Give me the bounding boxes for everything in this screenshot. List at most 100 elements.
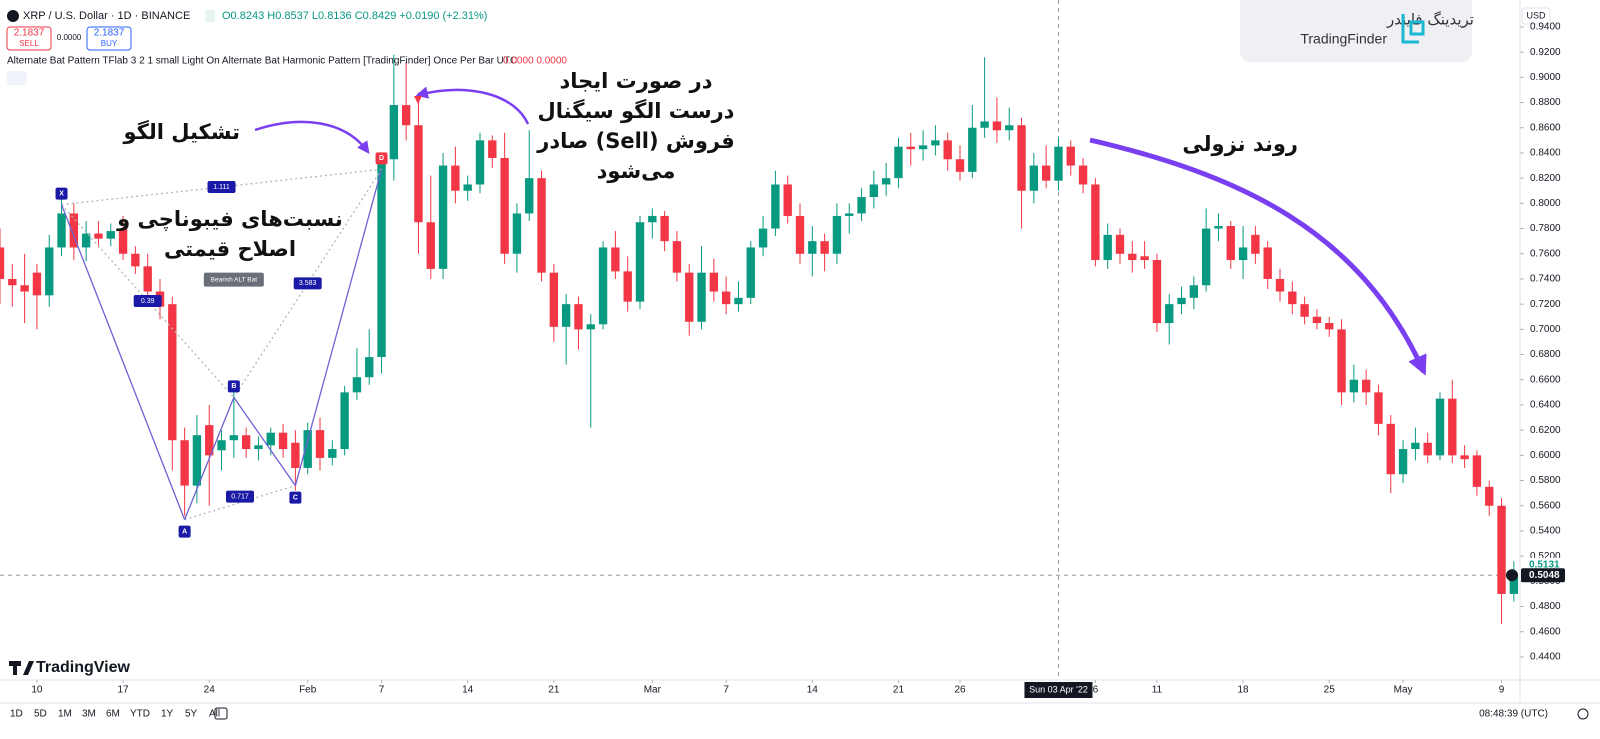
candle-body bbox=[1398, 449, 1408, 475]
ratio-box bbox=[226, 490, 254, 503]
candle-body bbox=[488, 140, 497, 158]
arrow-pattern bbox=[254, 120, 370, 155]
candle-body bbox=[1485, 486, 1494, 506]
annotation-text: نسبت‌های فیبوناچی و bbox=[116, 207, 343, 231]
range-button[interactable]: 1Y bbox=[161, 709, 174, 720]
logo-latin: TradingFinder bbox=[1300, 31, 1387, 47]
ratio-label: 0.39 bbox=[141, 298, 155, 305]
buy-button[interactable] bbox=[86, 26, 132, 51]
x-tick-label: 18 bbox=[1238, 685, 1250, 696]
x-tick-label: Feb bbox=[299, 685, 317, 696]
x-tick-label: 21 bbox=[893, 685, 905, 696]
range-button[interactable]: 5Y bbox=[185, 709, 198, 720]
y-tick-label: 0.8000 bbox=[1530, 198, 1561, 209]
candle-body bbox=[1435, 398, 1445, 456]
y-tick-label: 0.7800 bbox=[1530, 223, 1561, 234]
collapse-button[interactable] bbox=[7, 71, 27, 85]
candle-body bbox=[611, 247, 620, 272]
range-button[interactable]: 3M bbox=[82, 709, 96, 720]
candle-body bbox=[512, 213, 522, 254]
candle-body bbox=[69, 213, 79, 248]
last-price-label-box bbox=[1521, 568, 1565, 583]
candle-body bbox=[586, 324, 595, 330]
candle-body bbox=[869, 184, 879, 198]
y-tick-label: 0.6200 bbox=[1530, 425, 1561, 436]
logo-box bbox=[1240, 0, 1472, 62]
annotation-text: فروش (Sell) صادر bbox=[536, 129, 734, 153]
pattern-point-label: C bbox=[293, 494, 298, 501]
y-tick-label: 0.4600 bbox=[1530, 626, 1561, 637]
ratio-label: 0.717 bbox=[231, 493, 249, 500]
candle-body bbox=[340, 392, 349, 450]
annotation-text: اصلاح قیمتی bbox=[164, 237, 296, 261]
pattern-leg bbox=[184, 397, 235, 520]
status-icon bbox=[205, 10, 215, 22]
candle-body bbox=[0, 247, 5, 279]
candle-body bbox=[1078, 165, 1088, 185]
candle-body bbox=[1214, 226, 1223, 229]
candle-body bbox=[1386, 423, 1395, 475]
range-button[interactable]: All bbox=[209, 709, 220, 720]
candle-body bbox=[746, 247, 755, 298]
candle-body bbox=[931, 140, 940, 146]
candle-body bbox=[1128, 253, 1137, 261]
candle-body bbox=[992, 121, 1002, 131]
candle-body bbox=[278, 432, 288, 450]
candle-body bbox=[1448, 398, 1457, 456]
ratio-label: 3.583 bbox=[299, 280, 317, 287]
y-tick-label: 0.6600 bbox=[1530, 374, 1561, 385]
candle-body bbox=[291, 442, 300, 468]
candle-body bbox=[955, 159, 965, 172]
sell-button[interactable] bbox=[6, 26, 52, 51]
candle-body bbox=[1325, 323, 1334, 330]
watermark: TradingView bbox=[36, 659, 131, 676]
pattern-point bbox=[289, 491, 302, 504]
pattern-point bbox=[55, 187, 68, 200]
x-tick-label: 25 bbox=[1324, 685, 1336, 696]
y-tick-label: 0.8800 bbox=[1530, 97, 1561, 108]
ratio-box bbox=[207, 180, 236, 193]
y-tick-label: 0.6000 bbox=[1530, 450, 1561, 461]
candle-body bbox=[685, 272, 694, 322]
tradingview-logo bbox=[9, 661, 34, 675]
range-button[interactable]: 1D bbox=[10, 709, 23, 720]
range-button[interactable]: 1M bbox=[58, 709, 72, 720]
candle-body bbox=[401, 105, 411, 126]
candle-body bbox=[1115, 234, 1125, 254]
candle-body bbox=[1054, 146, 1063, 181]
annotation-text: روند نزولی bbox=[1182, 132, 1298, 156]
candle-body bbox=[845, 213, 854, 216]
range-button[interactable]: YTD bbox=[130, 709, 150, 720]
candle-body bbox=[205, 425, 214, 456]
candle-body bbox=[832, 215, 842, 254]
arrow-downtrend bbox=[1089, 137, 1427, 376]
y-tick-label: 0.5400 bbox=[1530, 526, 1561, 537]
currency: USD bbox=[1526, 10, 1546, 20]
ratio-box bbox=[293, 277, 322, 290]
settings-button[interactable] bbox=[1577, 708, 1589, 720]
indicator-title[interactable]: Alternate Bat Pattern TFlab 3 2 1 small … bbox=[7, 56, 517, 67]
y-tick-label: 0.4800 bbox=[1530, 601, 1561, 612]
date-range-icon[interactable] bbox=[214, 707, 228, 720]
currency-box[interactable] bbox=[1521, 7, 1551, 25]
candle-body bbox=[180, 440, 189, 486]
candle-body bbox=[1312, 316, 1322, 324]
candle-body bbox=[918, 145, 928, 150]
range-button[interactable]: 6M bbox=[106, 709, 120, 720]
candle-body bbox=[1189, 285, 1199, 298]
candle-body bbox=[660, 215, 669, 242]
candle-body bbox=[1041, 165, 1051, 181]
crosshair-date-box bbox=[1024, 682, 1093, 698]
candle-body bbox=[1300, 304, 1309, 317]
candle-body bbox=[131, 253, 140, 267]
candle-body bbox=[1337, 329, 1346, 393]
symbol[interactable]: XRP / U.S. Dollar · 1D · BINANCE bbox=[23, 10, 190, 22]
x-tick-label: 6 bbox=[1093, 685, 1099, 696]
candle-body bbox=[1509, 575, 1519, 594]
arrow-signal bbox=[415, 86, 530, 125]
range-button[interactable]: 5D bbox=[34, 709, 47, 720]
candle-body bbox=[1251, 234, 1260, 254]
candle-body bbox=[623, 271, 632, 302]
